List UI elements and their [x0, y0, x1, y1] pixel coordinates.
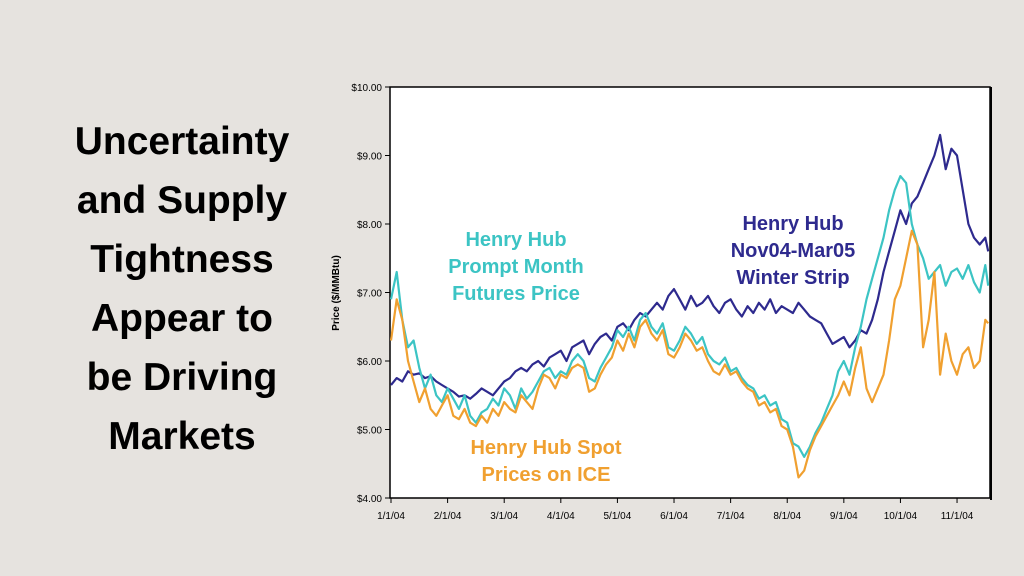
y-tick-label: $7.00 — [357, 289, 382, 300]
x-tick-label: 6/1/04 — [660, 511, 688, 522]
title-line: be Driving — [86, 356, 278, 399]
y-tick-label: $10.00 — [351, 83, 382, 94]
y-tick-label: $5.00 — [357, 426, 382, 437]
title-line: Tightness — [90, 238, 274, 281]
x-tick-label: 11/1/04 — [941, 511, 974, 522]
series-labels: Henry Hub Nov04-Mar05 Winter Strip Henry Hu… — [448, 213, 855, 486]
series-label-0: Nov04-Mar05 — [731, 240, 856, 262]
series-label-1: Henry Hub — [465, 229, 566, 251]
series-label-2: Henry Hub Spot — [470, 437, 621, 459]
series-line-0 — [390, 133, 990, 400]
title-line: Uncertainty — [74, 120, 290, 163]
series-lines — [389, 133, 990, 479]
plot-frame-shadow — [990, 87, 992, 500]
x-tick-label: 2/1/04 — [434, 511, 462, 522]
series-line-1 — [389, 175, 990, 458]
title-line: Appear to — [90, 297, 273, 340]
x-axis: 1/1/04 2/1/04 3/1/04 4/1/04 5/1/04 6/1/04 7/1/… — [377, 498, 974, 522]
x-tick-label: 1/1/04 — [377, 511, 405, 522]
y-axis-label: Price ($/MMBtu) — [331, 255, 342, 331]
y-axis: $4.00 $5.00 $6.00 $7.00 $8.00 $9.00 $10.00 — [351, 83, 390, 505]
series-label-1: Prompt Month — [448, 256, 584, 278]
x-tick-label: 10/1/04 — [884, 511, 918, 522]
x-tick-label: 8/1/04 — [773, 511, 801, 522]
y-tick-label: $8.00 — [357, 220, 382, 231]
y-tick-label: $9.00 — [357, 152, 382, 163]
x-tick-label: 3/1/04 — [490, 511, 518, 522]
slide-title: Uncertainty and Supply Tightness Appear … — [14, 112, 350, 466]
x-tick-label: 7/1/04 — [717, 511, 745, 522]
title-line: Markets — [108, 415, 256, 458]
series-label-0: Henry Hub — [742, 213, 843, 235]
x-tick-label: 9/1/04 — [830, 511, 858, 522]
series-line-2 — [389, 229, 990, 479]
y-tick-label: $6.00 — [357, 357, 382, 368]
title-line: and Supply — [76, 179, 288, 222]
series-label-0: Winter Strip — [736, 267, 849, 289]
x-tick-label: 5/1/04 — [604, 511, 632, 522]
plot-area — [389, 86, 991, 499]
x-tick-label: 4/1/04 — [547, 511, 575, 522]
series-label-1: Futures Price — [452, 283, 580, 305]
series-label-2: Prices on ICE — [482, 464, 611, 486]
y-tick-label: $4.00 — [357, 494, 382, 505]
